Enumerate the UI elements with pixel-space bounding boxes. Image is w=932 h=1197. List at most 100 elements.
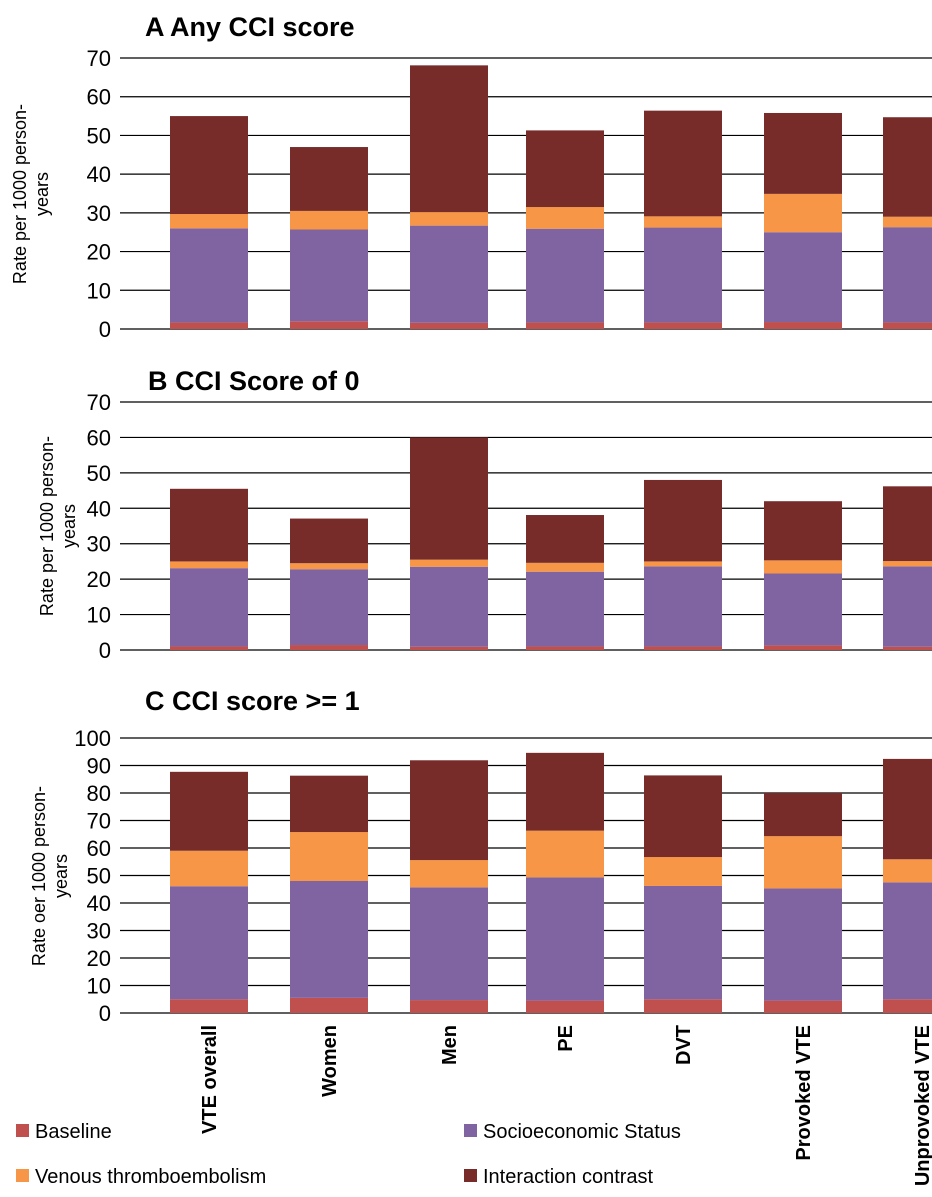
y-axis-label: Rate per 1000 person-years [10, 104, 52, 284]
bar-venous-thromboembolism [764, 836, 842, 889]
bar-interaction-contrast [170, 488, 248, 562]
bar-baseline [883, 999, 932, 1013]
bar-venous-thromboembolism [526, 562, 604, 572]
bar-baseline [764, 322, 842, 329]
y-tick-label: 90 [87, 754, 111, 779]
bar-baseline [644, 322, 722, 329]
bar-interaction-contrast [290, 147, 368, 211]
bar-interaction-contrast [290, 775, 368, 833]
y-tick-label: 60 [87, 425, 111, 450]
bar-socioeconomic-status [644, 566, 722, 647]
x-category-label: Women [319, 1025, 341, 1097]
bar-interaction-contrast [883, 117, 932, 217]
bar-interaction-contrast [883, 486, 932, 562]
y-tick-label: 30 [87, 201, 111, 226]
bar-baseline [526, 646, 604, 650]
bar-baseline [883, 646, 932, 650]
bar-interaction-contrast [644, 775, 722, 858]
bar-socioeconomic-status [290, 569, 368, 646]
bar-interaction-contrast [644, 479, 722, 562]
bar-baseline [290, 321, 368, 329]
bar-interaction-contrast [644, 110, 722, 217]
bar-venous-thromboembolism [644, 857, 722, 886]
y-tick-label: 40 [87, 891, 111, 916]
y-tick-label: 70 [87, 46, 111, 71]
x-category-label: VTE overall [199, 1025, 221, 1134]
y-tick-label: 50 [87, 864, 111, 889]
y-axis-label: Rate per 1000 person-years [37, 436, 79, 616]
bar-baseline [764, 645, 842, 650]
bar-interaction-contrast [410, 437, 488, 560]
bar-socioeconomic-status [170, 568, 248, 647]
y-tick-label: 20 [87, 946, 111, 971]
bar-venous-thromboembolism [883, 561, 932, 567]
x-category-label: Men [439, 1025, 461, 1065]
bar-interaction-contrast [290, 518, 368, 564]
bar-venous-thromboembolism [170, 850, 248, 887]
y-tick-label: 50 [87, 123, 111, 148]
bar-baseline [170, 322, 248, 329]
bar-interaction-contrast [883, 758, 932, 860]
panel-title: C CCI score >= 1 [145, 686, 360, 716]
legend-swatch [16, 1169, 29, 1182]
y-axis-label: Rate oer 1000 person-years [29, 786, 71, 966]
bar-venous-thromboembolism [170, 214, 248, 229]
bar-venous-thromboembolism [170, 561, 248, 569]
bar-socioeconomic-status [883, 227, 932, 323]
bar-venous-thromboembolism [410, 860, 488, 888]
bar-baseline [644, 999, 722, 1013]
bar-socioeconomic-status [170, 886, 248, 1000]
bar-baseline [170, 999, 248, 1013]
bar-socioeconomic-status [883, 566, 932, 647]
legend-label: Interaction contrast [483, 1166, 654, 1188]
bar-socioeconomic-status [526, 228, 604, 323]
bar-socioeconomic-status [764, 573, 842, 646]
bar-socioeconomic-status [764, 888, 842, 1001]
bar-baseline [883, 322, 932, 329]
bar-socioeconomic-status [290, 881, 368, 998]
y-tick-label: 60 [87, 85, 111, 110]
y-tick-label: 10 [87, 603, 111, 628]
bar-interaction-contrast [410, 760, 488, 861]
y-tick-label: 80 [87, 781, 111, 806]
y-tick-label: 10 [87, 278, 111, 303]
legend-label: Socioeconomic Status [483, 1121, 681, 1143]
bar-venous-thromboembolism [764, 560, 842, 574]
bar-interaction-contrast [170, 771, 248, 851]
bar-venous-thromboembolism [764, 193, 842, 233]
y-tick-label: 0 [99, 638, 111, 663]
bar-interaction-contrast [410, 65, 488, 213]
y-tick-label: 50 [87, 461, 111, 486]
y-tick-label: 0 [99, 1001, 111, 1026]
bar-venous-thromboembolism [526, 207, 604, 229]
bar-baseline [410, 322, 488, 329]
bar-interaction-contrast [526, 752, 604, 831]
bar-baseline [644, 646, 722, 650]
bar-baseline [526, 322, 604, 329]
bar-socioeconomic-status [644, 885, 722, 1000]
bar-interaction-contrast [764, 793, 842, 837]
bar-venous-thromboembolism [290, 210, 368, 230]
bar-interaction-contrast [526, 130, 604, 208]
y-tick-label: 20 [87, 240, 111, 265]
bar-interaction-contrast [764, 501, 842, 561]
y-tick-label: 20 [87, 567, 111, 592]
bar-interaction-contrast [170, 116, 248, 215]
bar-socioeconomic-status [290, 229, 368, 322]
bar-baseline [410, 646, 488, 650]
bar-baseline [290, 997, 368, 1013]
bar-venous-thromboembolism [290, 832, 368, 881]
bar-socioeconomic-status [526, 877, 604, 1001]
bar-baseline [410, 1000, 488, 1013]
bar-socioeconomic-status [644, 227, 722, 323]
y-tick-label: 70 [87, 390, 111, 415]
bar-venous-thromboembolism [883, 859, 932, 883]
panel-title: A Any CCI score [145, 12, 355, 42]
bar-venous-thromboembolism [526, 830, 604, 878]
bar-socioeconomic-status [410, 887, 488, 1001]
x-category-label: DVT [673, 1025, 695, 1065]
y-tick-label: 0 [99, 317, 111, 342]
bar-baseline [290, 645, 368, 650]
bar-socioeconomic-status [883, 882, 932, 1000]
bar-socioeconomic-status [410, 225, 488, 323]
